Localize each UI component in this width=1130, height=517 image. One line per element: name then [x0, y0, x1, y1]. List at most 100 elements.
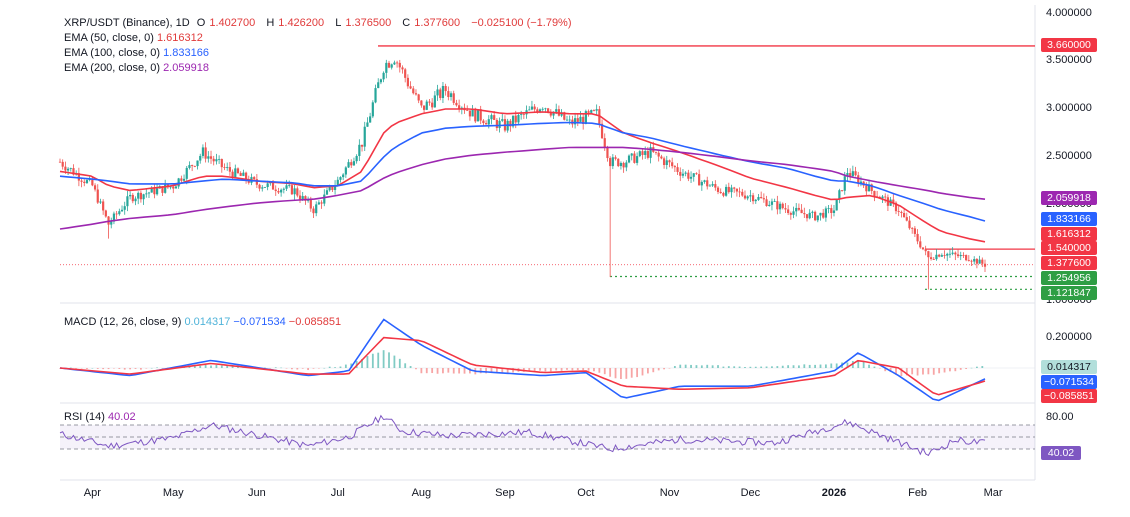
price-candle — [959, 255, 962, 257]
price-candle — [474, 108, 477, 122]
macd-histogram-bar — [614, 368, 617, 379]
price-candle — [433, 95, 436, 108]
macd-histogram-bar — [96, 368, 99, 369]
macd-line-value: −0.071534 — [233, 316, 286, 328]
price-candle — [911, 228, 914, 230]
price-candle — [271, 182, 275, 190]
price-candle — [865, 185, 868, 192]
price-candle — [263, 187, 267, 188]
price-candle — [393, 62, 396, 65]
price-candle — [870, 184, 873, 191]
macd-histogram-bar — [528, 368, 531, 372]
price-candle — [803, 213, 806, 215]
macd-histogram-bar — [452, 368, 455, 374]
close-label: C — [402, 17, 411, 29]
price-candle — [77, 173, 80, 181]
price-candle — [840, 190, 844, 191]
price-tick-label: 3.000000 — [1046, 102, 1092, 114]
macd-histogram-bar — [878, 368, 881, 369]
price-candle — [743, 195, 747, 199]
macd-histogram-bar — [274, 367, 277, 368]
price-tick-label: 3.500000 — [1046, 54, 1092, 66]
macd-badge: −0.085851 — [1041, 389, 1097, 403]
price-candle — [660, 156, 663, 159]
price-candle — [522, 114, 525, 115]
price-candle — [231, 171, 234, 178]
price-candle — [298, 195, 302, 200]
price-candle — [622, 162, 625, 168]
macd-histogram-bar — [134, 368, 137, 369]
price-candle — [975, 259, 979, 264]
macd-histogram-bar — [301, 368, 304, 369]
price-candle — [382, 72, 385, 80]
price-candle — [552, 111, 555, 116]
macd-signal-value: −0.085851 — [288, 316, 342, 328]
ema200-line — [59, 146, 986, 230]
rsi-legend[interactable]: RSI (14) 40.02 — [64, 410, 136, 425]
price-candle — [681, 173, 685, 176]
price-candle — [185, 167, 188, 179]
high-label: H — [266, 17, 275, 29]
rsi-line — [59, 414, 986, 457]
open-label: O — [196, 17, 206, 29]
macd-histogram-bar — [733, 366, 736, 368]
price-candle — [369, 116, 372, 123]
price-candle — [951, 252, 954, 254]
price-candle — [641, 151, 644, 155]
price-candle — [867, 184, 871, 192]
price-candle — [673, 166, 676, 168]
price-candle — [924, 249, 927, 252]
chart-legend: XRP/USDT (Binance), 1D O 1.402700 H 1.4262… — [64, 16, 576, 76]
macd-histogram-bar — [566, 368, 568, 370]
price-candle — [970, 260, 973, 262]
symbol-label[interactable]: XRP/USDT (Binance), 1D — [64, 17, 190, 29]
price-candle — [857, 175, 860, 184]
price-candle — [471, 108, 474, 117]
price-candle — [671, 162, 674, 167]
price-candle — [520, 114, 523, 115]
ema50-legend[interactable]: EMA (50, close, 0) 1.616312 — [64, 31, 576, 46]
price-candle — [859, 181, 863, 184]
macd-histogram-bar — [296, 368, 299, 370]
macd-histogram-bar — [469, 368, 471, 374]
price-candle — [110, 221, 113, 225]
macd-histogram-bar — [781, 365, 784, 368]
price-candle — [703, 180, 706, 182]
macd-histogram-bar — [91, 367, 94, 369]
ema100-legend[interactable]: EMA (100, close, 0) 1.833166 — [64, 46, 576, 61]
price-candle — [573, 118, 577, 125]
time-tick-label: Apr — [83, 487, 101, 499]
macd-histogram-bar — [954, 368, 957, 372]
price-candle — [592, 110, 596, 111]
price-candle — [549, 112, 552, 116]
price-candle — [776, 201, 779, 210]
macd-histogram-bar — [409, 366, 412, 368]
price-candle — [449, 93, 453, 98]
price-candle — [892, 199, 895, 203]
price-candle — [312, 208, 315, 214]
ema200-legend[interactable]: EMA (200, close, 0) 2.059918 — [64, 61, 576, 76]
rsi-tick-label: 80.00 — [1046, 411, 1074, 423]
macd-histogram-bar — [932, 368, 935, 375]
price-candle — [253, 177, 256, 180]
price-candle — [282, 188, 285, 190]
macd-histogram-bar — [436, 368, 439, 374]
price-candle — [568, 119, 571, 121]
price-candle — [657, 152, 660, 157]
price-candle — [212, 158, 215, 162]
time-tick-label: Feb — [908, 487, 928, 499]
price-candle — [792, 211, 795, 215]
low-value: 1.376500 — [345, 17, 392, 29]
price-candle — [619, 162, 623, 167]
macd-legend[interactable]: MACD (12, 26, close, 9) 0.014317 −0.0715… — [64, 315, 341, 330]
rsi-badge: 40.02 — [1041, 446, 1081, 460]
macd-badge: 0.014317 — [1041, 360, 1097, 374]
price-candle — [582, 116, 585, 125]
price-candle — [784, 208, 787, 210]
macd-histogram-bar — [361, 358, 363, 368]
price-candle — [422, 105, 426, 110]
macd-histogram-bar — [193, 366, 196, 368]
price-candle — [827, 208, 830, 209]
price-candle — [468, 110, 472, 117]
